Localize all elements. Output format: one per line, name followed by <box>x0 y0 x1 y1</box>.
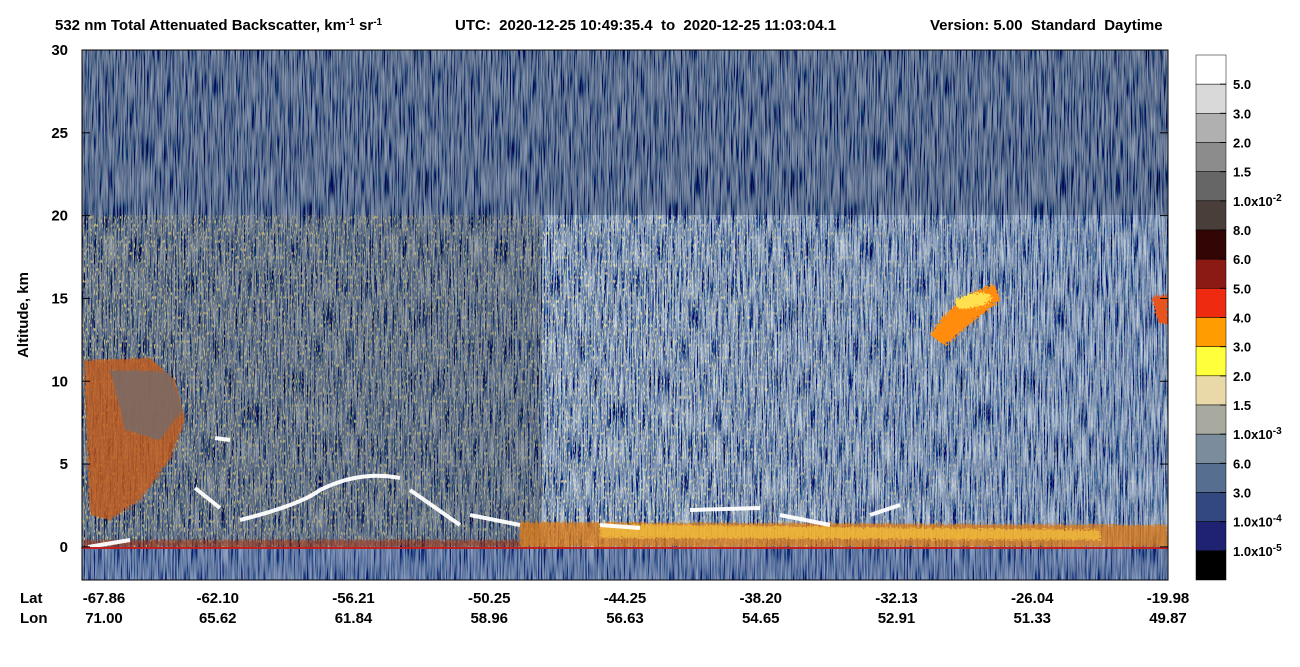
colorbar-label-text: 3.0 <box>1233 486 1251 501</box>
colorbar-cell <box>1195 433 1227 464</box>
y-tick-label: 30 <box>51 42 68 59</box>
colorbar-label-exp: -3 <box>1273 426 1282 437</box>
colorbar-cell <box>1195 550 1227 581</box>
colorbar-label: 2.0 <box>1233 369 1251 384</box>
colorbar-label-text: 2.0 <box>1233 136 1251 151</box>
colorbar-label: 5.0 <box>1233 281 1251 296</box>
colorbar-label-exp: -5 <box>1273 542 1282 553</box>
colorbar-label-text: 3.0 <box>1233 106 1251 121</box>
title-segment: -1 <box>346 17 355 28</box>
colorbar-cell <box>1195 288 1227 318</box>
colorbar-label-text: 1.0x10 <box>1233 194 1273 209</box>
colorbar-cell <box>1195 521 1227 552</box>
x-tick-label: -38.20 <box>739 590 782 607</box>
colorbar-cell <box>1195 492 1227 522</box>
colorbar-label-text: 6.0 <box>1233 456 1251 471</box>
colorbar-cell <box>1195 200 1227 231</box>
colorbar: 5.03.02.01.51.0x10-28.06.05.04.03.02.01.… <box>1195 54 1282 581</box>
colorbar-label: 3.0 <box>1233 486 1251 501</box>
x-tick-label: 51.33 <box>1013 610 1051 627</box>
y-tick-label: 25 <box>51 125 68 142</box>
colorbar-label-exp: -4 <box>1273 513 1282 524</box>
x-tick-label: 49.87 <box>1149 610 1187 627</box>
colorbar-label: 1.5 <box>1233 165 1251 180</box>
colorbar-cell <box>1195 463 1227 493</box>
y-tick-label: 0 <box>60 539 68 556</box>
colorbar-label-text: 1.0x10 <box>1233 544 1273 559</box>
colorbar-label: 4.0 <box>1233 311 1251 326</box>
x-row-name: Lon <box>20 610 48 627</box>
colorbar-label: 1.0x10-5 <box>1233 542 1282 559</box>
colorbar-label: 1.0x10-3 <box>1233 426 1282 443</box>
colorbar-label: 1.0x10-2 <box>1233 192 1282 209</box>
colorbar-cell <box>1195 54 1227 85</box>
colorbar-label: 6.0 <box>1233 456 1251 471</box>
x-tick-label: -56.21 <box>332 590 375 607</box>
x-tick-label: -44.25 <box>604 590 647 607</box>
colorbar-cell <box>1195 142 1227 172</box>
colorbar-label: 8.0 <box>1233 223 1251 238</box>
colorbar-label-text: 8.0 <box>1233 223 1251 238</box>
colorbar-label-text: 5.0 <box>1233 281 1251 296</box>
y-tick-label: 15 <box>51 290 68 307</box>
x-tick-label: -32.13 <box>875 590 918 607</box>
colorbar-cell <box>1195 375 1227 406</box>
time-range: UTC: 2020-12-25 10:49:35.4 to 2020-12-25… <box>455 17 836 34</box>
colorbar-label-text: 1.5 <box>1233 398 1251 413</box>
curtain-image <box>82 50 1168 580</box>
colorbar-cell <box>1195 229 1227 260</box>
colorbar-cell <box>1195 113 1227 143</box>
colorbar-label: 3.0 <box>1233 106 1251 121</box>
colorbar-cell <box>1195 404 1227 435</box>
colorbar-label: 1.0x10-4 <box>1233 513 1282 530</box>
colorbar-label: 6.0 <box>1233 252 1251 267</box>
x-tick-label: 54.65 <box>742 610 780 627</box>
colorbar-cell <box>1195 346 1227 377</box>
x-tick-label: 71.00 <box>85 610 123 627</box>
colorbar-label-text: 1.0x10 <box>1233 515 1273 530</box>
colorbar-cell <box>1195 171 1227 202</box>
colorbar-label-text: 6.0 <box>1233 252 1251 267</box>
x-row-name: Lat <box>20 590 43 607</box>
colorbar-cell <box>1195 83 1227 114</box>
colorbar-label: 2.0 <box>1233 136 1251 151</box>
x-tick-label: -50.25 <box>468 590 511 607</box>
colorbar-label-text: 5.0 <box>1233 77 1251 92</box>
x-tick-label: 61.84 <box>335 610 373 627</box>
chart-title: 532 nm Total Attenuated Backscatter, km-… <box>55 17 383 35</box>
version: Version: 5.00 Standard Daytime <box>930 17 1163 34</box>
colorbar-label: 1.5 <box>1233 398 1251 413</box>
colorbar-label-exp: -2 <box>1273 192 1282 203</box>
x-tick-label: 56.63 <box>606 610 644 627</box>
y-tick-label: 5 <box>60 456 68 473</box>
y-tick-label: 20 <box>51 208 68 225</box>
x-tick-label: -67.86 <box>83 590 126 607</box>
colorbar-label-text: 4.0 <box>1233 311 1251 326</box>
x-tick-label: -26.04 <box>1011 590 1054 607</box>
plot-frame <box>81 49 1169 581</box>
colorbar-label-text: 1.5 <box>1233 165 1251 180</box>
x-tick-label: 52.91 <box>878 610 916 627</box>
colorbar-label: 5.0 <box>1233 77 1251 92</box>
title-segment: -1 <box>373 17 382 28</box>
x-tick-label: -19.98 <box>1147 590 1190 607</box>
y-axis-label: Altitude, km <box>15 272 32 358</box>
colorbar-cell <box>1195 258 1227 289</box>
colorbar-label-text: 2.0 <box>1233 369 1251 384</box>
colorbar-label-text: 1.0x10 <box>1233 427 1273 442</box>
cloud-top <box>87 436 901 549</box>
x-tick-label: 65.62 <box>199 610 237 627</box>
title-segment: sr <box>355 17 374 34</box>
colorbar-cell <box>1195 317 1227 347</box>
colorbar-label: 3.0 <box>1233 340 1251 355</box>
title-segment: 532 nm Total Attenuated Backscatter, km <box>55 17 346 34</box>
x-tick-label: 58.96 <box>470 610 508 627</box>
y-tick-label: 10 <box>51 373 68 390</box>
colorbar-label-text: 3.0 <box>1233 340 1251 355</box>
x-tick-label: -62.10 <box>196 590 239 607</box>
